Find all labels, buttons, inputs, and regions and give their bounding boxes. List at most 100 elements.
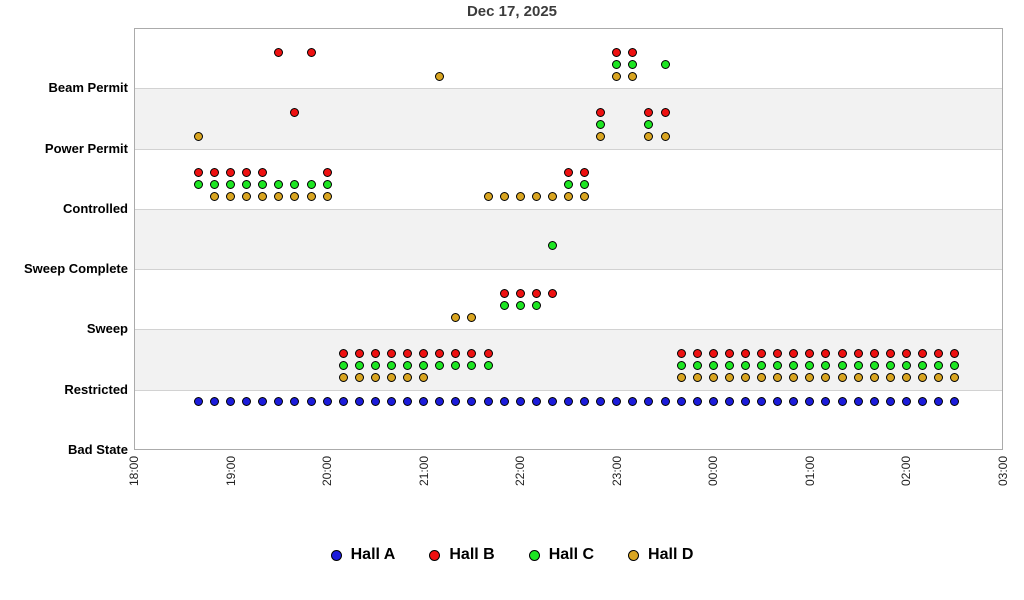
data-point-hall-b: [322, 168, 332, 178]
data-point-hall-c: [805, 361, 815, 371]
gridline: [134, 88, 1003, 90]
data-point-hall-c: [692, 361, 702, 371]
data-point-hall-d: [821, 373, 831, 383]
data-point-hall-a: [757, 397, 767, 407]
data-point-hall-b: [419, 349, 429, 359]
data-point-hall-a: [950, 397, 960, 407]
data-point-hall-d: [805, 373, 815, 383]
state-band: [134, 28, 1003, 89]
data-point-hall-d: [644, 132, 654, 141]
data-point-hall-c: [547, 240, 557, 250]
data-point-hall-c: [226, 180, 236, 190]
data-point-hall-b: [435, 349, 445, 359]
y-axis-label: Sweep Complete: [23, 261, 128, 277]
data-point-hall-a: [258, 397, 268, 407]
data-point-hall-d: [354, 373, 364, 383]
data-point-hall-a: [741, 397, 751, 407]
data-point-hall-d: [692, 373, 702, 383]
data-point-hall-d: [901, 373, 911, 383]
x-axis-tick-label: 01:00: [802, 456, 817, 487]
x-axis-tick-label: 22:00: [513, 456, 528, 487]
data-point-hall-a: [419, 397, 429, 407]
data-point-hall-a: [789, 397, 799, 407]
data-point-hall-c: [483, 361, 493, 371]
data-point-hall-d: [612, 71, 622, 81]
legend-marker-hall-d-icon: [628, 549, 640, 561]
data-point-hall-a: [837, 397, 847, 407]
data-point-hall-d: [596, 132, 606, 141]
data-point-hall-b: [934, 349, 944, 359]
y-axis-label: Sweep: [86, 321, 128, 337]
x-axis-tick-label: 18:00: [127, 456, 141, 487]
data-point-hall-d: [258, 192, 268, 202]
data-point-hall-d: [547, 192, 557, 202]
data-point-hall-d: [950, 373, 960, 383]
data-point-hall-c: [564, 180, 573, 190]
data-point-hall-c: [242, 180, 252, 190]
data-point-hall-a: [901, 397, 911, 407]
data-point-hall-d: [370, 373, 380, 383]
data-point-hall-c: [306, 180, 316, 190]
data-point-hall-b: [789, 349, 799, 359]
legend-item-hall-c: Hall C: [528, 546, 595, 564]
state-band: [134, 269, 1003, 330]
data-point-hall-b: [547, 288, 557, 298]
data-point-hall-b: [242, 168, 252, 178]
data-point-hall-b: [901, 349, 911, 359]
data-point-hall-d: [724, 373, 734, 383]
data-point-hall-d: [708, 373, 718, 383]
data-point-hall-d: [741, 373, 751, 383]
data-point-hall-d: [467, 312, 477, 322]
data-point-hall-b: [869, 349, 879, 359]
data-point-hall-c: [274, 180, 284, 190]
data-point-hall-a: [805, 397, 815, 407]
data-point-hall-c: [515, 300, 525, 310]
legend-label-hall-c: Hall C: [548, 546, 595, 563]
data-point-hall-b: [306, 47, 316, 57]
data-point-hall-c: [789, 361, 799, 371]
data-point-hall-d: [628, 71, 638, 81]
data-point-hall-a: [274, 397, 284, 407]
data-point-hall-c: [322, 180, 332, 190]
data-point-hall-c: [258, 180, 268, 190]
data-point-hall-d: [403, 373, 413, 383]
data-point-hall-c: [660, 59, 670, 69]
x-axis-tick-label: 19:00: [223, 456, 238, 487]
gridline: [134, 389, 1003, 391]
legend-item-hall-d: Hall D: [628, 546, 693, 564]
data-point-hall-a: [692, 397, 702, 407]
data-point-hall-c: [209, 180, 219, 190]
data-point-hall-c: [901, 361, 911, 371]
data-point-hall-a: [467, 397, 477, 407]
gridline: [134, 208, 1003, 210]
data-point-hall-d: [499, 192, 509, 202]
data-point-hall-c: [757, 361, 767, 371]
data-point-hall-d: [676, 373, 686, 383]
data-point-hall-c: [644, 119, 654, 129]
data-point-hall-b: [370, 349, 380, 359]
data-point-hall-a: [564, 397, 573, 407]
data-point-hall-d: [934, 373, 944, 383]
data-point-hall-c: [837, 361, 847, 371]
data-point-hall-c: [338, 361, 348, 371]
data-point-hall-d: [193, 132, 203, 141]
data-point-hall-b: [451, 349, 461, 359]
data-point-hall-b: [403, 349, 413, 359]
data-point-hall-c: [934, 361, 944, 371]
data-point-hall-a: [226, 397, 236, 407]
data-point-hall-d: [451, 312, 461, 322]
data-point-hall-c: [290, 180, 300, 190]
data-point-hall-d: [564, 192, 573, 202]
data-point-hall-a: [660, 397, 670, 407]
data-point-hall-d: [322, 192, 332, 202]
data-point-hall-a: [483, 397, 493, 407]
data-point-hall-a: [773, 397, 783, 407]
data-point-hall-b: [773, 349, 783, 359]
data-point-hall-a: [918, 397, 928, 407]
x-axis-tick-label: 20:00: [320, 456, 335, 487]
data-point-hall-c: [419, 361, 429, 371]
data-point-hall-b: [290, 107, 300, 117]
data-point-hall-c: [451, 361, 461, 371]
data-point-hall-c: [403, 361, 413, 371]
